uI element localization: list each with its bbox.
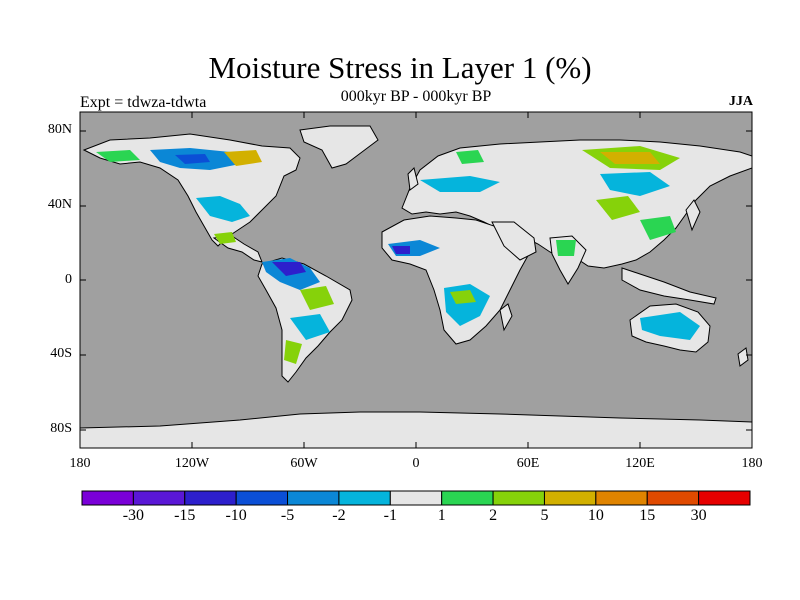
- lon-tick-label: 120E: [625, 456, 655, 471]
- colorbar-label: 15: [639, 507, 656, 524]
- colorbar-swatch: [389, 490, 443, 506]
- shade-pos-scandinavia: [456, 150, 484, 164]
- axis-ticks: [80, 112, 752, 448]
- land-british-isles: [407, 167, 419, 191]
- colorbar-label: -15: [174, 507, 196, 524]
- colorbar-label: -2: [332, 507, 346, 524]
- lon-tick-label: 60W: [290, 456, 318, 471]
- colorbar-label: -30: [122, 507, 145, 524]
- lat-tick-label: 80S: [50, 421, 72, 436]
- shade-neg-canada-2: [175, 154, 210, 164]
- shade-pos-canada: [224, 150, 262, 166]
- colorbar-swatch: [441, 490, 494, 506]
- lat-tick-label: 80N: [47, 122, 72, 137]
- colorbar-swatch: [235, 490, 289, 506]
- shade-neg-usa: [196, 196, 250, 222]
- colorbar-swatch: [132, 490, 186, 506]
- shade-pos-africa: [450, 290, 476, 304]
- experiment-label: Expt = tdwza-tdwta: [80, 94, 207, 111]
- shade-neg-siberia: [600, 172, 670, 196]
- colorbar-label: -5: [280, 507, 295, 524]
- land-madagascar: [499, 303, 513, 332]
- shade-pos-asia: [596, 196, 640, 220]
- colorbar-swatch: [646, 490, 700, 506]
- shade-pos-alaska: [96, 150, 140, 162]
- shade-pos-china: [640, 216, 676, 240]
- shade-pos-mexico: [214, 232, 236, 244]
- stress-shading: [96, 146, 700, 364]
- land-antarctica: [80, 411, 752, 448]
- shade-neg-amazon-2: [272, 262, 306, 276]
- shade-neg-europe: [420, 176, 500, 192]
- colorbar-swatch: [287, 490, 340, 506]
- season-label: JJA: [728, 94, 753, 109]
- colorbar-swatch: [492, 490, 545, 506]
- lat-tick-label: 40N: [47, 197, 72, 212]
- colorbar-swatch: [81, 490, 134, 506]
- colorbar-swatch: [543, 490, 597, 506]
- land-arabia: [491, 221, 537, 261]
- lon-tick-label: 180: [69, 456, 91, 471]
- colorbar-label: -10: [225, 507, 247, 524]
- colorbar-label: 1: [437, 507, 446, 524]
- shade-pos-india: [556, 240, 576, 256]
- lat-tick-label: 0: [65, 272, 72, 287]
- colorbar-swatch: [338, 490, 391, 506]
- colorbar-label: 5: [540, 507, 549, 524]
- colorbar-label: -1: [383, 507, 397, 524]
- shade-pos-brazil: [300, 286, 334, 310]
- land-se-asia: [621, 267, 717, 305]
- land-japan: [685, 199, 701, 232]
- shade-neg-sahel-2: [392, 246, 410, 254]
- shade-pos-russia-2: [600, 152, 660, 164]
- colorbar-swatch: [595, 490, 648, 506]
- colorbar-swatch: [698, 490, 751, 506]
- colorbar-label: 10: [587, 507, 604, 524]
- map-subtitle: 000kyr BP - 000kyr BP: [340, 88, 492, 105]
- lon-tick-label: 0: [412, 456, 420, 471]
- shade-pos-argentina: [284, 340, 302, 364]
- shade-neg-australia: [640, 312, 700, 340]
- lon-tick-label: 180: [741, 456, 763, 471]
- lat-tick-label: 40S: [50, 346, 72, 361]
- lon-tick-label: 120W: [174, 456, 210, 471]
- colorbar-label: 30: [690, 507, 707, 524]
- colorbar-swatch: [184, 490, 237, 506]
- shade-neg-argentina: [290, 314, 330, 340]
- land-greenland: [299, 125, 379, 169]
- colorbar-label: 2: [489, 507, 498, 524]
- land-new-zealand: [737, 347, 749, 367]
- map-title: Moisture Stress in Layer 1 (%): [208, 50, 592, 85]
- lon-tick-label: 60E: [516, 456, 540, 471]
